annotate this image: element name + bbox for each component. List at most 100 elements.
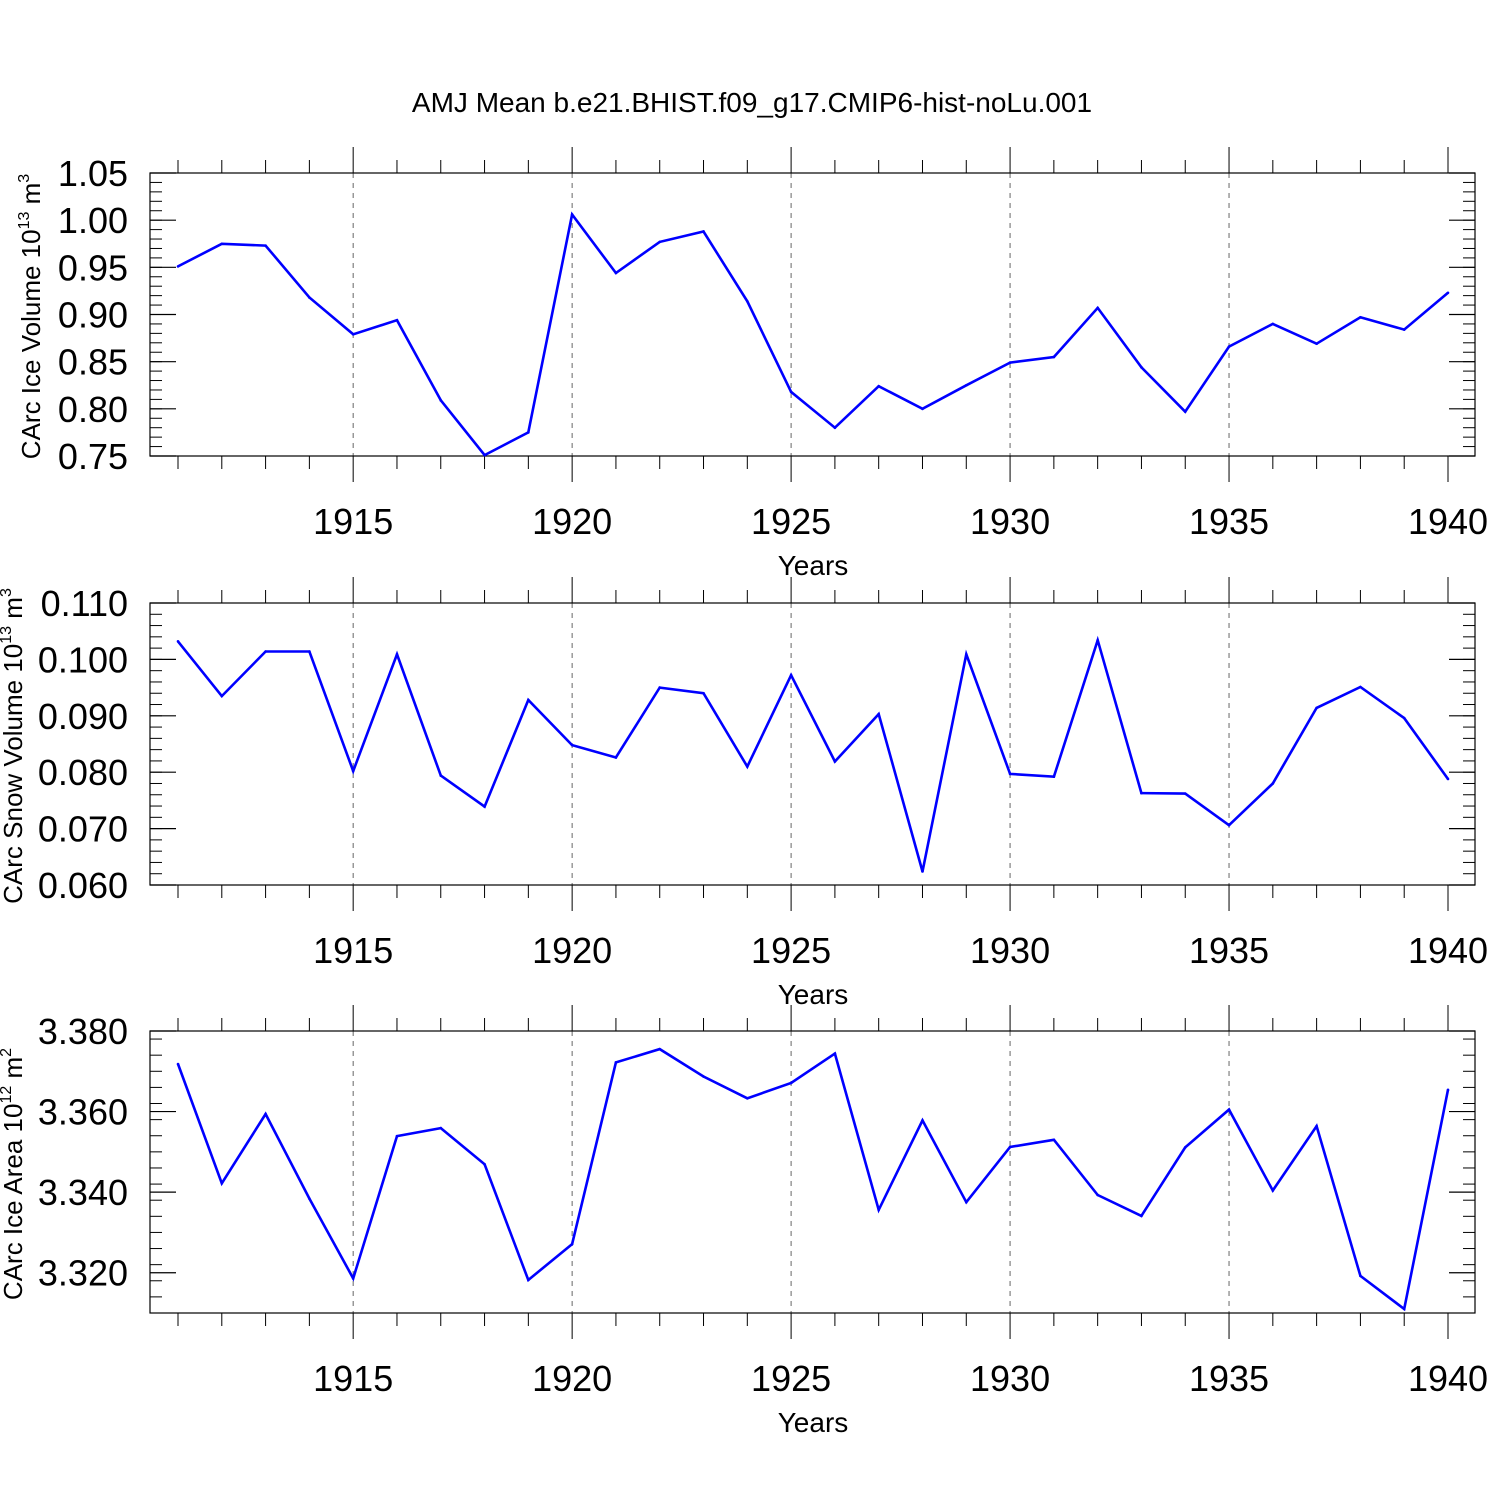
x-tick-label: 1915 xyxy=(313,501,393,542)
data-series-line xyxy=(177,211,1449,457)
data-point xyxy=(614,756,618,759)
data-point xyxy=(1315,342,1318,346)
data-point xyxy=(1315,1124,1318,1128)
x-axis-label: Years xyxy=(778,1407,849,1438)
y-tick-label: 0.070 xyxy=(38,809,128,850)
data-point xyxy=(877,712,880,716)
data-point xyxy=(746,299,749,303)
y-tick-label: 0.75 xyxy=(58,436,128,477)
x-tick-label: 1935 xyxy=(1189,930,1269,971)
x-axis-label: Years xyxy=(778,979,849,1010)
data-point xyxy=(264,650,267,653)
data-point xyxy=(1359,685,1362,689)
y-tick-label: 0.90 xyxy=(58,295,128,336)
x-tick-label: 1930 xyxy=(970,930,1050,971)
data-point xyxy=(964,653,968,656)
data-point xyxy=(395,653,399,656)
y-tick-label: 3.340 xyxy=(38,1172,128,1213)
y-axis-label: CArc Ice Area 1012 m2 xyxy=(0,1048,28,1300)
data-point xyxy=(789,390,793,394)
y-tick-label: 1.05 xyxy=(58,153,128,194)
data-point xyxy=(833,426,837,430)
data-point xyxy=(308,1197,311,1200)
x-tick-label: 1915 xyxy=(313,1358,393,1399)
x-tick-label: 1935 xyxy=(1189,501,1269,542)
x-tick-label: 1930 xyxy=(970,501,1050,542)
y-tick-label: 0.85 xyxy=(58,342,128,383)
data-point xyxy=(1140,366,1143,369)
data-point xyxy=(1402,716,1406,720)
y-axis-label: CArc Snow Volume 1013 m3 xyxy=(0,588,28,904)
data-point xyxy=(1402,1307,1406,1311)
data-point xyxy=(439,774,443,777)
data-point xyxy=(833,1052,837,1055)
y-tick-label: 0.80 xyxy=(58,389,128,430)
data-point xyxy=(570,213,574,216)
data-point xyxy=(1446,291,1450,295)
data-point xyxy=(1359,316,1362,319)
data-point xyxy=(570,1242,574,1246)
chart-panel-1: 1915 1920 1925 1930 1935 1940 Years 0.75 0.80 0.8… xyxy=(16,147,1488,581)
data-point xyxy=(176,1062,180,1066)
y-tick-label: 0.110 xyxy=(41,583,128,624)
figure-title: AMJ Mean b.e21.BHIST.f09_g17.CMIP6-hist-… xyxy=(412,87,1092,118)
y-tick-label: 1.00 xyxy=(58,200,128,241)
data-point xyxy=(1359,1274,1362,1278)
data-point xyxy=(789,673,793,677)
data-point xyxy=(1227,345,1231,348)
data-point xyxy=(1446,777,1450,781)
data-point xyxy=(921,1119,924,1122)
data-point xyxy=(1052,355,1056,359)
data-point xyxy=(1096,306,1099,310)
data-point xyxy=(964,1200,968,1204)
data-point xyxy=(1008,772,1012,776)
data-point xyxy=(483,1163,486,1166)
x-tick-label: 1940 xyxy=(1408,930,1488,971)
x-tick-label: 1925 xyxy=(751,930,831,971)
x-tick-label: 1925 xyxy=(751,1358,831,1399)
data-point xyxy=(570,743,574,747)
data-point xyxy=(614,1061,618,1064)
x-tick-label: 1940 xyxy=(1408,1358,1488,1399)
y-axis-label: CArc Ice Volume 1013 m3 xyxy=(16,174,46,459)
data-point xyxy=(1140,1214,1143,1218)
data-point xyxy=(658,686,662,689)
data-series-line xyxy=(176,1047,1450,1312)
data-point xyxy=(1052,775,1056,779)
plot-frame xyxy=(149,602,1476,886)
x-tick-label: 1915 xyxy=(313,930,393,971)
y-tick-label: 3.320 xyxy=(38,1253,128,1294)
data-point xyxy=(614,271,618,275)
data-point xyxy=(439,399,443,402)
y-tick-label: 0.060 xyxy=(38,865,128,906)
data-point xyxy=(1183,792,1187,795)
data-point xyxy=(220,1181,224,1185)
data-point xyxy=(746,1096,749,1100)
x-tick-label: 1920 xyxy=(532,1358,612,1399)
y-tick-label: 0.090 xyxy=(38,696,128,737)
x-tick-label: 1930 xyxy=(970,1358,1050,1399)
data-point xyxy=(658,1047,662,1051)
data-point xyxy=(395,318,399,322)
plot-frame xyxy=(149,172,1476,457)
data-point xyxy=(527,1278,530,1282)
x-tick-label: 1920 xyxy=(532,930,612,971)
data-point xyxy=(351,333,355,336)
chart-panel-3: 1915 1920 1925 1930 1935 1940 Years 3.320 3.340 3… xyxy=(0,1005,1488,1438)
data-point xyxy=(483,805,486,808)
data-point xyxy=(1096,638,1099,642)
data-point xyxy=(308,650,311,653)
data-point xyxy=(351,1277,355,1280)
data-point xyxy=(176,640,180,643)
data-point xyxy=(1052,1138,1056,1142)
data-point xyxy=(351,769,355,773)
data-point xyxy=(658,240,662,244)
x-tick-label: 1920 xyxy=(532,501,612,542)
data-point xyxy=(220,242,224,246)
x-tick-label: 1935 xyxy=(1189,1358,1269,1399)
data-point xyxy=(789,1081,793,1085)
data-point xyxy=(1183,1146,1187,1149)
data-point xyxy=(1183,410,1187,413)
